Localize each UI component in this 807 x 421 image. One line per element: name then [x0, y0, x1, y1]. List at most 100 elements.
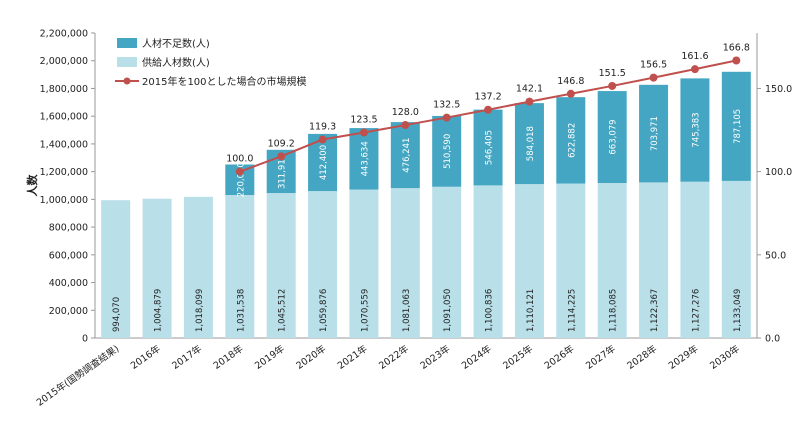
y-tick-label: 1,600,000: [40, 112, 88, 123]
bar-supply: [225, 194, 255, 338]
legend-label-shortage: 人材不足数(人): [142, 37, 210, 50]
y2-tick-label: 0.0: [765, 334, 780, 345]
bar-supply-label: 1,118,085: [609, 289, 619, 332]
bar-shortage-label: 220,000: [236, 162, 246, 197]
bar-shortage: [639, 84, 669, 183]
market-size-point-label: 119.3: [309, 122, 336, 133]
x-category-label: 2027年: [583, 342, 618, 371]
y-tick-label: 0: [82, 334, 88, 345]
y-tick-label: 1,400,000: [40, 139, 88, 150]
y2-tick-label: 50.0: [765, 250, 786, 261]
market-size-point: [690, 65, 699, 74]
market-size-point-label: 109.2: [268, 138, 295, 149]
bar-supply: [266, 193, 296, 338]
bar-supply: [556, 183, 586, 338]
bar-supply: [432, 186, 462, 338]
legend-swatch-supply: [117, 57, 137, 67]
y2-tick-label: 150.0: [765, 84, 792, 95]
y-tick-label: 600,000: [49, 250, 88, 261]
bar-supply: [639, 182, 669, 338]
y-tick-label: 2,200,000: [40, 29, 88, 40]
y-tick-label: 800,000: [49, 223, 88, 234]
x-category-label: 2021年: [335, 342, 370, 371]
y-tick-label: 1,000,000: [40, 195, 88, 206]
bar-supply: [597, 182, 627, 338]
bar-supply-label: 1,031,538: [236, 289, 246, 332]
bar-supply: [514, 184, 544, 338]
x-category-label: 2022年: [377, 342, 412, 371]
market-size-point-label: 156.5: [640, 60, 667, 71]
legend-marker-market: [123, 77, 131, 85]
market-size-point-label: 151.5: [599, 68, 626, 79]
market-size-point-label: 123.5: [350, 115, 377, 126]
market-size-point-label: 161.6: [681, 51, 708, 62]
market-size-point: [525, 97, 534, 106]
x-category-label: 2028年: [625, 342, 660, 371]
bar-shortage: [514, 103, 544, 185]
market-size-point: [484, 105, 493, 114]
x-category-label: 2024年: [459, 342, 494, 371]
market-size-point: [608, 81, 617, 90]
bar-shortage: [597, 91, 627, 183]
market-size-point-label: 137.2: [474, 92, 501, 103]
bar-shortage-label: 584,018: [526, 126, 536, 161]
y-tick-label: 1,200,000: [40, 167, 88, 178]
bar-shortage: [556, 97, 586, 184]
market-size-point: [649, 73, 658, 82]
bar-supply-label: 1,018,099: [195, 289, 205, 332]
bar-supply-label: 994,070: [112, 297, 122, 332]
bar-shortage-label: 546,405: [485, 130, 495, 165]
market-size-point-label: 100.0: [226, 154, 253, 165]
bar-supply: [349, 189, 379, 338]
x-category-label: 2017年: [170, 342, 205, 371]
market-size-point: [318, 135, 327, 144]
bar-supply: [308, 191, 338, 338]
bar-supply: [721, 180, 751, 338]
bar-shortage: [473, 109, 503, 186]
market-size-point: [401, 121, 410, 130]
market-size-point-label: 132.5: [433, 100, 460, 111]
bar-supply: [473, 185, 503, 338]
x-category-label: 2025年: [501, 342, 536, 371]
market-size-point-label: 142.1: [516, 84, 543, 95]
bar-shortage: [680, 78, 710, 182]
bar-shortage-label: 787,105: [733, 109, 743, 144]
bar-shortage: [432, 115, 462, 187]
bar-supply-label: 1,133,049: [733, 289, 743, 332]
bar-shortage-label: 443,634: [360, 141, 370, 176]
market-size-point: [732, 56, 741, 65]
bar-supply-label: 1,004,879: [154, 289, 164, 332]
market-size-point: [277, 152, 286, 161]
market-size-point-label: 146.8: [557, 76, 584, 87]
bar-shortage: [721, 71, 751, 181]
x-category-label: 2015年(国勢調査結果): [34, 343, 121, 409]
bar-supply: [142, 198, 172, 338]
market-size-point: [235, 167, 244, 176]
market-size-point: [566, 89, 575, 98]
legend-swatch-shortage: [117, 38, 137, 48]
market-size-point: [359, 128, 368, 137]
bar-supply-label: 1,100,836: [485, 289, 495, 332]
bar-shortage-label: 311,915: [278, 154, 288, 189]
bar-shortage-label: 663,079: [609, 119, 619, 154]
y-tick-label: 1,800,000: [40, 84, 88, 95]
bar-supply-label: 1,114,225: [567, 289, 577, 332]
x-category-label: 2029年: [666, 342, 701, 371]
bar-supply: [680, 181, 710, 338]
x-category-label: 2016年: [128, 342, 163, 371]
x-category-label: 2030年: [708, 342, 743, 371]
bar-shortage-label: 745,383: [691, 112, 701, 147]
bar-supply-label: 1,081,063: [402, 289, 412, 332]
bar-supply-label: 1,070,559: [360, 289, 370, 332]
bar-supply-label: 1,110,121: [526, 289, 536, 332]
bar-shortage-label: 703,971: [650, 116, 660, 151]
bar-supply-label: 1,122,367: [650, 289, 660, 332]
market-size-point-label: 166.8: [723, 43, 750, 54]
bar-shortage-label: 476,241: [402, 138, 412, 173]
x-category-label: 2018年: [211, 342, 246, 371]
bar-shortage-label: 412,400: [319, 145, 329, 180]
bar-supply-label: 1,091,050: [443, 289, 453, 332]
bar-shortage-label: 510,590: [443, 134, 453, 169]
market-size-point-label: 128.0: [392, 107, 419, 118]
